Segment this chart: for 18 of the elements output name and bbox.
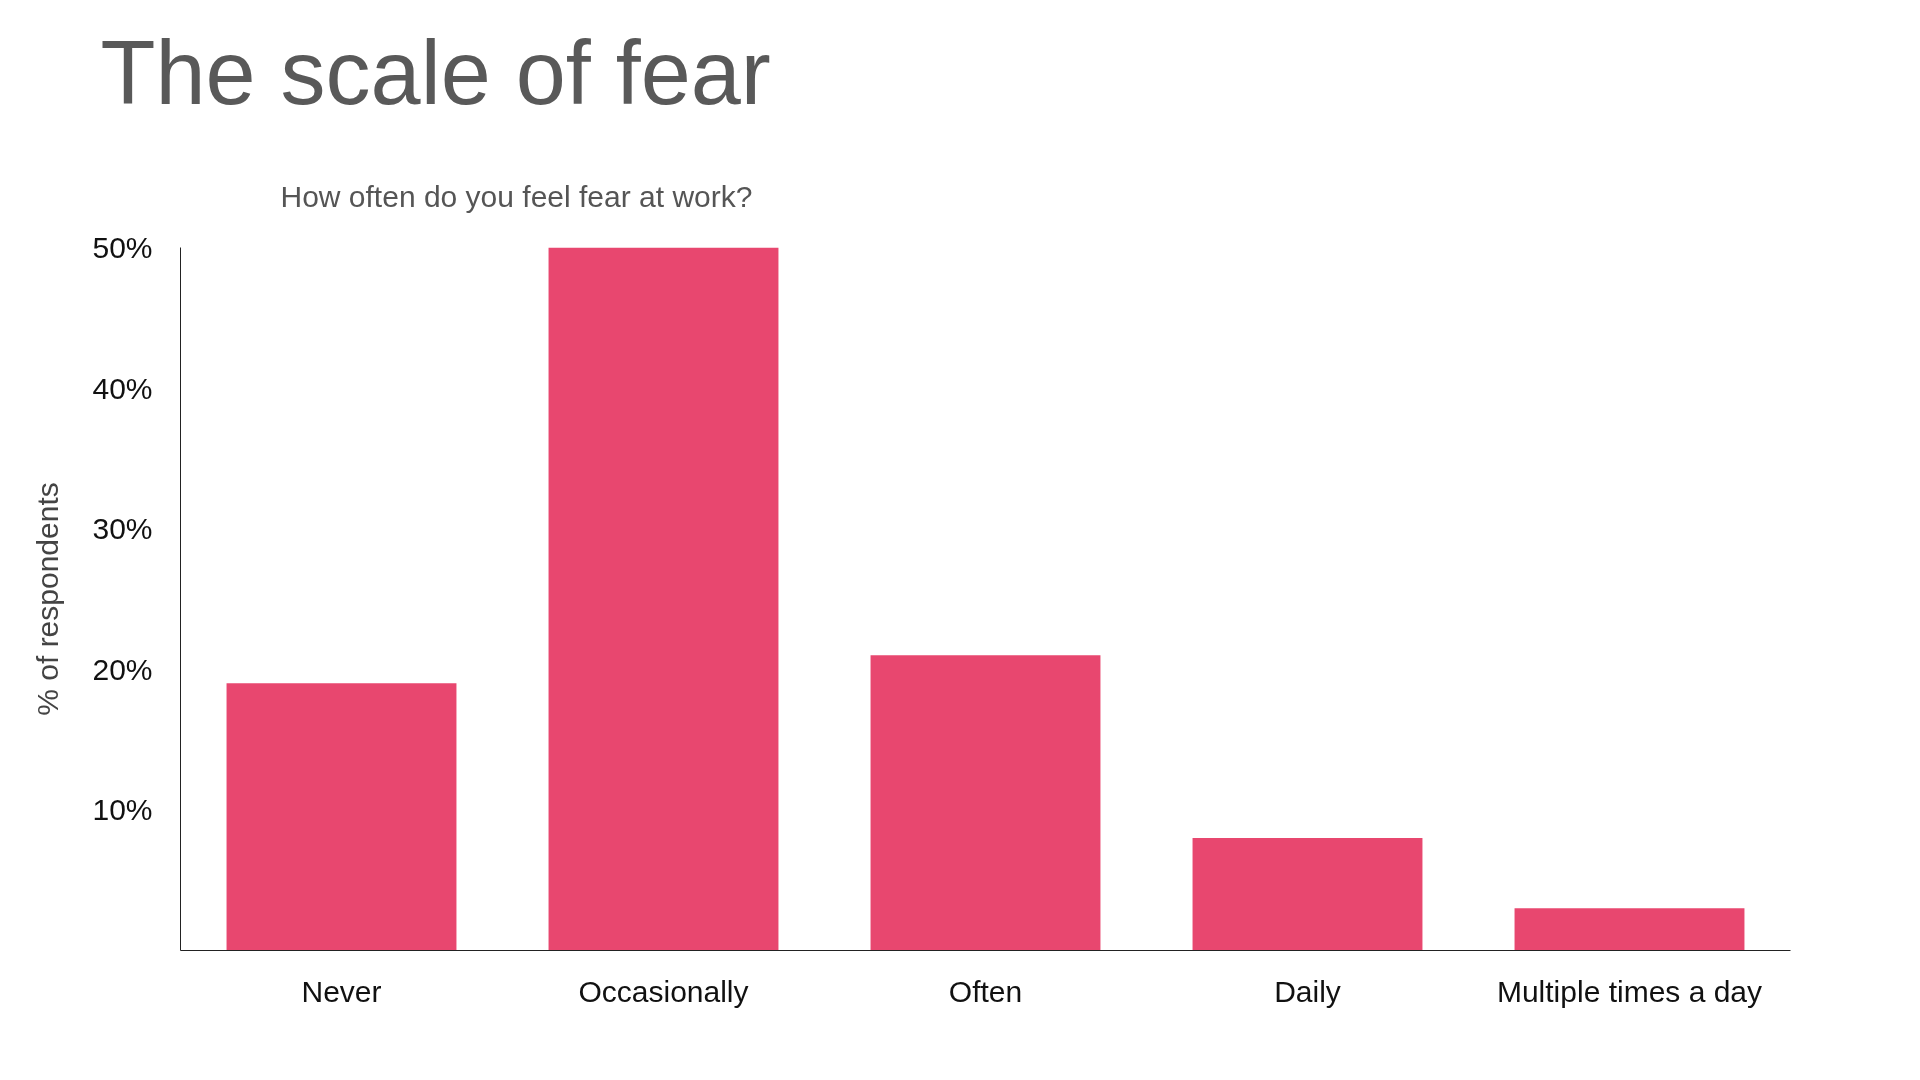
x-tick-label: Occasionally — [578, 974, 749, 1008]
y-tick-label: 10% — [92, 793, 153, 827]
y-tick-label: 30% — [92, 512, 153, 546]
x-tick-label: Daily — [1274, 974, 1341, 1008]
x-tick-label: Never — [301, 974, 382, 1008]
bar — [870, 655, 1101, 951]
chart-title: The scale of fear — [100, 22, 771, 123]
x-tick-label: Often — [948, 974, 1023, 1008]
bar — [548, 247, 779, 951]
y-tick-label: 40% — [92, 371, 153, 405]
bar — [226, 683, 457, 951]
bar — [1192, 838, 1423, 951]
bar — [1514, 908, 1745, 951]
y-axis-title: % of respondents — [31, 482, 65, 716]
y-tick-label: 20% — [92, 652, 153, 686]
x-tick-label: Multiple times a day — [1496, 974, 1763, 1008]
chart-subtitle: How often do you feel fear at work? — [280, 179, 753, 213]
y-tick-label: 50% — [92, 231, 153, 264]
